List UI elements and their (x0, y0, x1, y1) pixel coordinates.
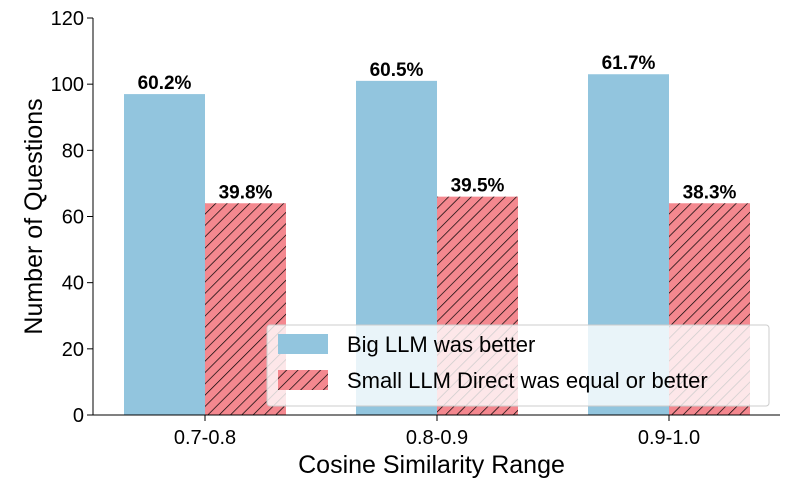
legend-label-small-llm: Small LLM Direct was equal or better (347, 368, 708, 393)
y-tick-label: 100 (51, 74, 84, 96)
y-tick-label: 40 (62, 273, 84, 295)
bar-data-label: 61.7% (602, 53, 656, 74)
x-tick-label: 0.7-0.8 (174, 427, 236, 449)
legend: Big LLM was better Small LLM Direct was … (266, 324, 770, 407)
bar-data-label: 38.3% (683, 182, 737, 203)
x-axis-title: Cosine Similarity Range (298, 451, 565, 479)
legend-box (266, 324, 770, 407)
y-tick-label: 120 (51, 8, 84, 30)
bar-data-label: 39.5% (451, 176, 505, 197)
x-tick-label: 0.9-1.0 (638, 427, 700, 449)
bar-data-label: 60.5% (370, 60, 424, 81)
legend-swatch-big-llm (278, 334, 328, 354)
data-labels-group: 60.2% 39.8% 60.5% 39.5% 61.7% 38.3% (138, 53, 737, 203)
legend-swatch-small-llm-hatch (278, 370, 328, 390)
y-tick-label: 80 (62, 140, 84, 162)
x-tick-label: 0.8-0.9 (406, 427, 468, 449)
y-ticks: 0 20 40 60 80 100 120 (51, 8, 93, 427)
x-ticks: 0.7-0.8 0.8-0.9 0.9-1.0 (174, 415, 700, 449)
legend-label-big-llm: Big LLM was better (347, 332, 535, 357)
y-tick-label: 20 (62, 339, 84, 361)
y-tick-label: 0 (73, 405, 84, 427)
bar-data-label: 60.2% (138, 73, 192, 94)
y-axis-title: Number of Questions (20, 98, 48, 334)
y-tick-label: 60 (62, 207, 84, 229)
bar-big-llm-0.7-0.8 (124, 94, 205, 415)
axes: 0 20 40 60 80 100 120 0.7-0.8 0.8-0.9 0.9-1.0 (51, 8, 780, 449)
bar-data-label: 39.8% (219, 182, 273, 203)
